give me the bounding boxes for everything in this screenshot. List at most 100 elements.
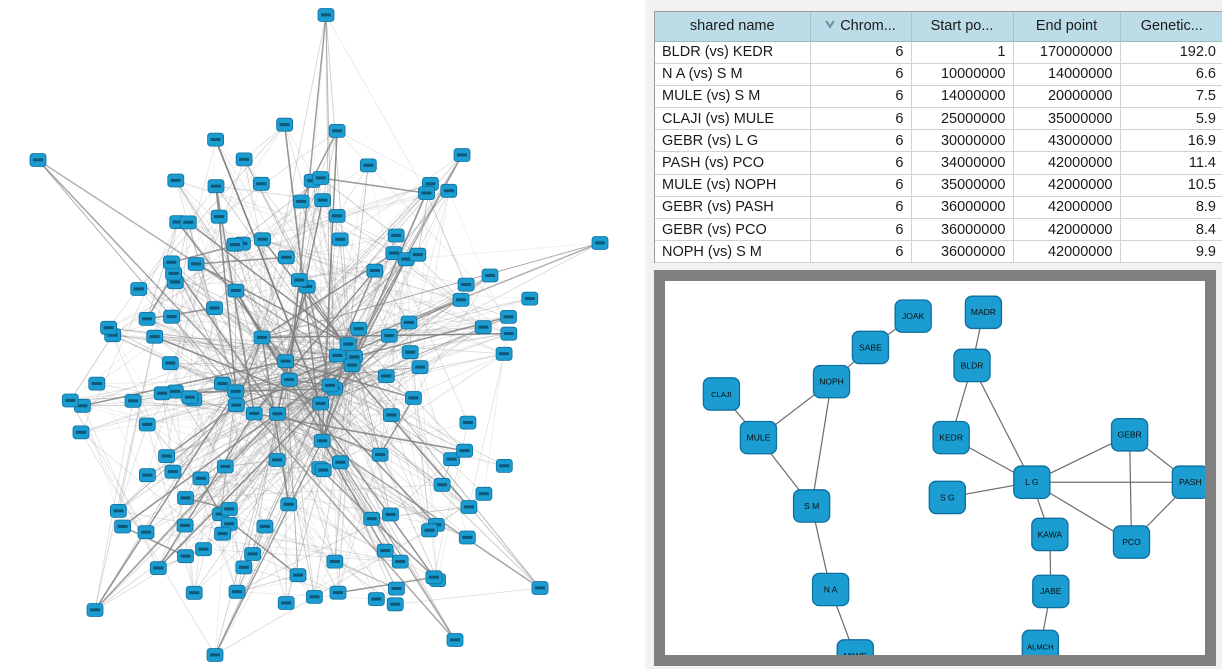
main-network-node[interactable] bbox=[72, 425, 90, 440]
main-network-node[interactable] bbox=[88, 376, 106, 391]
main-network-node[interactable] bbox=[382, 408, 400, 423]
main-network-node[interactable] bbox=[312, 396, 330, 411]
main-network-node[interactable] bbox=[481, 268, 499, 283]
table-cell-shared_name[interactable]: GEBR (vs) PASH bbox=[655, 196, 811, 220]
table-cell-start_point[interactable]: 36000000 bbox=[911, 196, 1014, 220]
main-network-node[interactable] bbox=[277, 250, 295, 265]
table-cell-genetic[interactable]: 10.5 bbox=[1120, 174, 1222, 197]
main-network-node[interactable] bbox=[404, 391, 422, 405]
table-row[interactable]: PASH (vs) PCO 6 34000000 42000000 11.4 bbox=[655, 151, 1222, 175]
main-network-node[interactable] bbox=[474, 320, 492, 335]
main-network-node[interactable] bbox=[254, 232, 271, 247]
main-network-node[interactable] bbox=[216, 459, 234, 474]
main-network-node[interactable] bbox=[100, 320, 117, 335]
main-network-node[interactable] bbox=[387, 228, 405, 243]
table-cell-genetic[interactable]: 11.4 bbox=[1120, 151, 1222, 175]
table-cell-start_point[interactable]: 36000000 bbox=[911, 218, 1014, 242]
sub-network-node[interactable]: S M bbox=[792, 489, 831, 523]
sub-node-shape[interactable] bbox=[702, 377, 741, 411]
main-network-node[interactable] bbox=[130, 282, 148, 296]
main-network-node[interactable] bbox=[328, 208, 346, 223]
table-cell-genetic[interactable]: 8.4 bbox=[1120, 218, 1222, 242]
sub-network-node[interactable]: JABE bbox=[1032, 574, 1070, 609]
table-cell-genetic[interactable]: 9.9 bbox=[1120, 240, 1222, 263]
main-network-node[interactable] bbox=[380, 328, 398, 343]
table-cell-start_point[interactable]: 25000000 bbox=[911, 107, 1014, 131]
table-cell-end_point[interactable]: 42000000 bbox=[1013, 196, 1121, 220]
main-network-node[interactable] bbox=[206, 648, 224, 662]
sub-network-node[interactable]: S G bbox=[928, 480, 967, 515]
main-network-node[interactable] bbox=[277, 354, 295, 369]
main-network-node[interactable] bbox=[213, 376, 231, 391]
table-cell-genetic[interactable]: 7.5 bbox=[1120, 85, 1222, 109]
main-network-node[interactable] bbox=[137, 525, 155, 540]
sub-node-shape[interactable] bbox=[1032, 574, 1070, 609]
table-header-shared_name[interactable]: shared name bbox=[655, 12, 811, 42]
main-network-node[interactable] bbox=[256, 519, 274, 534]
table-cell-chromosome[interactable]: 6 bbox=[810, 240, 912, 263]
main-network-node[interactable] bbox=[289, 568, 307, 583]
table-cell-start_point[interactable]: 1 bbox=[911, 41, 1014, 64]
table-header-row[interactable]: shared name Chrom... Start po... End point G… bbox=[655, 12, 1222, 42]
table-cell-genetic[interactable]: 8.9 bbox=[1120, 196, 1222, 220]
sub-node-shape[interactable] bbox=[953, 348, 991, 383]
table-cell-genetic[interactable]: 6.6 bbox=[1120, 63, 1222, 86]
main-network-node[interactable] bbox=[460, 500, 478, 514]
sub-network-node[interactable]: MADR bbox=[964, 295, 1003, 330]
main-network-node[interactable] bbox=[163, 309, 181, 324]
sub-node-shape[interactable] bbox=[739, 420, 778, 455]
sub-network-node[interactable]: MULE bbox=[739, 420, 778, 455]
table-cell-shared_name[interactable]: GEBR (vs) PCO bbox=[655, 218, 811, 242]
main-network-node[interactable] bbox=[110, 503, 127, 518]
table-cell-chromosome[interactable]: 6 bbox=[810, 85, 912, 109]
main-network-node[interactable] bbox=[425, 570, 443, 585]
table-cell-end_point[interactable]: 42000000 bbox=[1013, 240, 1121, 263]
main-network-node[interactable] bbox=[165, 266, 183, 281]
main-network-node[interactable] bbox=[162, 255, 180, 270]
table-cell-shared_name[interactable]: PASH (vs) PCO bbox=[655, 151, 811, 175]
main-network-node[interactable] bbox=[124, 393, 142, 408]
main-network-node[interactable] bbox=[207, 132, 225, 147]
main-network-node[interactable] bbox=[177, 491, 194, 505]
main-network-node[interactable] bbox=[326, 554, 344, 569]
sub-node-shape[interactable] bbox=[836, 639, 874, 655]
table-header-end_point[interactable]: End point bbox=[1013, 12, 1121, 42]
table-row[interactable]: GEBR (vs) PASH 6 36000000 42000000 8.9 bbox=[655, 196, 1222, 220]
sub-network-nodes[interactable]: JOAK SABE NOPH CLAJI MULE S M N A MIWE MADR BLDR K… bbox=[702, 295, 1205, 655]
main-network-node[interactable] bbox=[531, 581, 549, 595]
sub-node-shape[interactable] bbox=[811, 572, 850, 607]
main-network-node[interactable] bbox=[226, 237, 244, 252]
table-cell-start_point[interactable]: 10000000 bbox=[911, 63, 1014, 86]
main-network-node[interactable] bbox=[158, 449, 176, 464]
main-network-node[interactable] bbox=[114, 519, 131, 534]
table-row[interactable]: MULE (vs) NOPH 6 35000000 42000000 10.5 bbox=[655, 174, 1222, 197]
table-header-chromosome[interactable]: Chrom... bbox=[810, 12, 912, 42]
main-network-node[interactable] bbox=[177, 549, 194, 564]
table-cell-chromosome[interactable]: 6 bbox=[810, 196, 912, 220]
table-cell-chromosome[interactable]: 6 bbox=[810, 63, 912, 86]
main-network-node[interactable] bbox=[456, 443, 474, 458]
sub-node-shape[interactable] bbox=[964, 295, 1003, 330]
table-cell-end_point[interactable]: 35000000 bbox=[1013, 107, 1121, 131]
main-network-node[interactable] bbox=[401, 345, 419, 360]
main-network-node[interactable] bbox=[185, 585, 203, 600]
main-network-node[interactable] bbox=[29, 153, 47, 167]
main-network-node[interactable] bbox=[387, 581, 405, 596]
main-network-node[interactable] bbox=[317, 8, 335, 22]
main-network-node[interactable] bbox=[411, 360, 429, 375]
main-network-node[interactable] bbox=[269, 406, 286, 421]
main-network-node[interactable] bbox=[321, 378, 339, 393]
sub-network-node[interactable]: CLAJI bbox=[702, 377, 741, 411]
main-network-node[interactable] bbox=[331, 232, 349, 247]
main-network-node[interactable] bbox=[164, 464, 182, 479]
table-cell-chromosome[interactable]: 6 bbox=[810, 41, 912, 64]
main-network-node[interactable] bbox=[314, 193, 332, 208]
main-network-node[interactable] bbox=[495, 346, 513, 361]
table-cell-shared_name[interactable]: MULE (vs) S M bbox=[655, 85, 811, 109]
main-network-node[interactable] bbox=[227, 398, 245, 413]
table-cell-chromosome[interactable]: 6 bbox=[810, 107, 912, 131]
main-network-node[interactable] bbox=[391, 554, 409, 569]
main-network-node[interactable] bbox=[220, 502, 238, 516]
main-network-node[interactable] bbox=[433, 477, 451, 492]
sub-network-frame[interactable]: JOAK SABE NOPH CLAJI MULE S M N A MIWE MADR BLDR K… bbox=[654, 270, 1216, 666]
